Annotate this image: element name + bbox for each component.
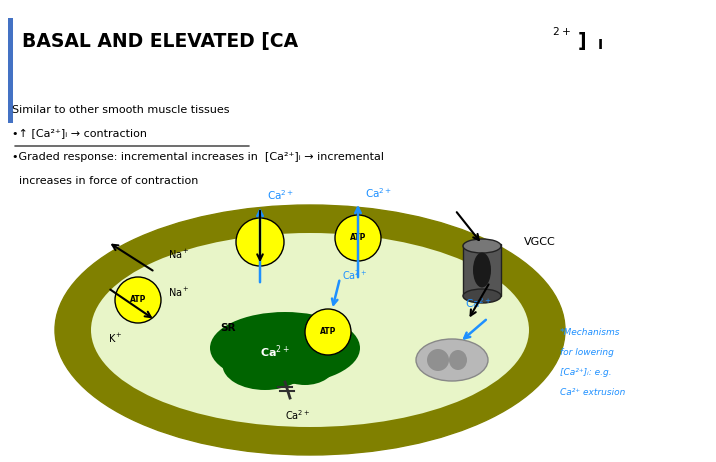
Ellipse shape [427,349,449,371]
Text: Ca$^{2+}$: Ca$^{2+}$ [260,344,290,360]
Ellipse shape [275,345,335,385]
Ellipse shape [449,350,467,370]
Ellipse shape [463,239,501,253]
Text: SR: SR [220,323,236,333]
Text: VGCC: VGCC [524,237,556,247]
Circle shape [335,215,381,261]
Text: $^{2+}$: $^{2+}$ [552,28,571,43]
Text: Ca²⁺ extrusion: Ca²⁺ extrusion [560,388,625,397]
Ellipse shape [223,340,307,390]
Text: ]: ] [578,32,586,51]
Text: Similar to other smooth muscle tissues: Similar to other smooth muscle tissues [12,105,230,115]
Ellipse shape [210,312,360,384]
Ellipse shape [473,253,491,287]
Text: ATP: ATP [130,296,146,304]
Text: Ca$^{2+}$: Ca$^{2+}$ [465,296,492,310]
Ellipse shape [91,233,529,427]
Text: Ca$^{2+}$: Ca$^{2+}$ [267,188,294,202]
Text: Ca$^{2+}$: Ca$^{2+}$ [365,186,392,200]
Circle shape [305,309,351,355]
Text: for lowering: for lowering [560,348,614,357]
Text: Na$^+$: Na$^+$ [168,248,190,261]
Text: •↑ [Ca²⁺]ᵢ → contraction: •↑ [Ca²⁺]ᵢ → contraction [12,128,147,138]
Text: ATP: ATP [350,233,366,243]
Text: [Ca²⁺]ᵢ: e.g.: [Ca²⁺]ᵢ: e.g. [560,368,611,377]
Ellipse shape [463,289,501,303]
Text: increases in force of contraction: increases in force of contraction [12,176,198,186]
Text: Ca$^{2+}$: Ca$^{2+}$ [285,408,311,422]
Text: Na$^+$: Na$^+$ [168,286,190,298]
Text: K$^+$: K$^+$ [108,331,122,345]
Text: BASAL AND ELEVATED [CA: BASAL AND ELEVATED [CA [22,32,298,51]
FancyBboxPatch shape [463,244,501,296]
FancyBboxPatch shape [8,18,12,123]
Ellipse shape [55,205,565,455]
Text: ATP: ATP [320,328,337,336]
Text: I: I [598,38,603,52]
Circle shape [236,218,284,266]
Text: Ca$^{2+}$: Ca$^{2+}$ [342,268,367,282]
Circle shape [115,277,161,323]
Text: •Graded response: incremental increases in  [Ca²⁺]ᵢ → incremental: •Graded response: incremental increases … [12,152,384,162]
Text: *Mechanisms: *Mechanisms [560,328,621,337]
Ellipse shape [416,339,488,381]
